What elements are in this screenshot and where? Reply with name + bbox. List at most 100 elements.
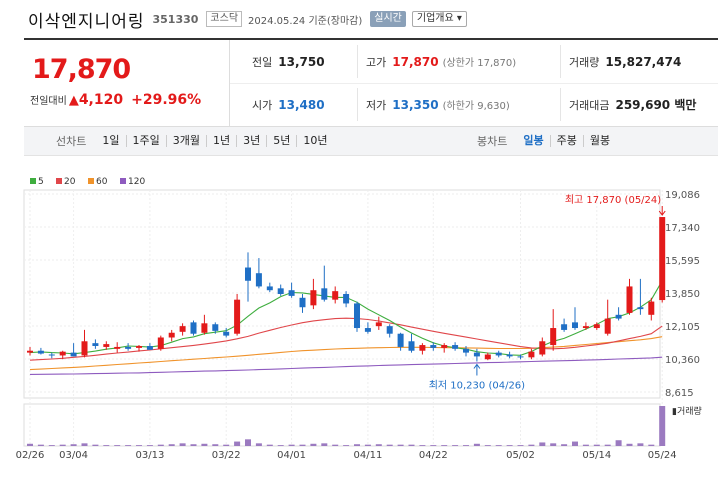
quote-row-1: 전일 13,750 고가 17,870 (상한가 17,870) 거래량 15,…	[230, 40, 718, 84]
candle-body	[168, 332, 175, 338]
quote-row-2: 시가 13,480 저가 13,350 (하한가 9,630) 거래대금 259…	[230, 83, 718, 126]
candle	[463, 346, 469, 357]
x-tick-label: 03/22	[212, 450, 241, 461]
title-row: 이삭엔지니어링 351330 코스닥 2024.05.24 기준(장마감) 실시…	[28, 6, 467, 32]
company-info-dropdown[interactable]: 기업개요 ▾	[411, 11, 467, 27]
period-1d[interactable]: 1일	[96, 135, 127, 147]
candle-body	[506, 354, 513, 357]
volume-bar	[27, 443, 33, 446]
volume-bar	[245, 439, 251, 446]
amount-stat: 거래대금 259,690 백만	[560, 88, 696, 121]
candle-chart-label: 봉차트	[477, 135, 508, 148]
period-3m[interactable]: 3개월	[167, 135, 207, 147]
prev-close-value: 13,750	[278, 54, 325, 69]
candle-body	[648, 301, 655, 315]
candle	[626, 278, 633, 315]
period-1w[interactable]: 1주일	[127, 135, 167, 147]
period-5y[interactable]: 5년	[267, 135, 298, 147]
candle	[397, 332, 404, 351]
prev-close-label: 전일	[252, 55, 273, 69]
candle-body	[441, 345, 448, 348]
legend-label: 20	[64, 177, 76, 187]
x-tick-label: 04/01	[277, 450, 306, 461]
candle	[310, 278, 317, 310]
candle	[452, 342, 459, 351]
period-3y[interactable]: 3년	[237, 135, 268, 147]
candle-body	[604, 318, 611, 334]
volume-bar	[550, 443, 557, 446]
candle	[604, 299, 611, 336]
candle-body	[114, 346, 121, 349]
volume-bar	[48, 445, 55, 446]
candle-body	[125, 346, 132, 349]
volume-bar	[375, 444, 382, 446]
candle-body	[332, 291, 339, 300]
volume-bar	[397, 444, 404, 446]
candle-daily[interactable]: 일봉	[517, 135, 551, 147]
candle-body	[386, 326, 393, 334]
volume-stat: 거래량 15,827,474	[560, 45, 681, 78]
volume-bar	[626, 443, 633, 446]
candle-body	[539, 341, 546, 355]
candle-monthly[interactable]: 월봉	[589, 134, 611, 147]
candle	[321, 265, 328, 302]
candle-body	[452, 345, 459, 349]
candle-weekly[interactable]: 주봉	[551, 135, 584, 147]
volume-bar	[539, 442, 546, 446]
market-badge: 코스닥	[206, 11, 243, 27]
volume-bar	[277, 445, 284, 446]
candle	[539, 337, 546, 357]
candle	[234, 294, 241, 336]
candle	[582, 322, 589, 330]
volume-bar	[582, 444, 589, 446]
candle	[136, 345, 142, 352]
candle-body	[615, 314, 622, 319]
candle-body	[27, 350, 33, 353]
open-label: 시가	[252, 98, 273, 112]
candle-body	[484, 354, 491, 360]
diff-label: 전일대비	[30, 96, 67, 107]
candle-body	[550, 328, 557, 346]
volume-bar	[157, 444, 164, 446]
high-label: 고가	[366, 55, 387, 69]
volume-bar	[125, 445, 132, 446]
volume-bar	[70, 444, 77, 446]
volume-bar	[364, 444, 371, 446]
candle-body	[201, 323, 208, 333]
volume-bar	[179, 443, 186, 446]
x-tick-label: 03/13	[135, 450, 164, 461]
candle-body	[659, 217, 666, 301]
candle-body	[179, 326, 186, 332]
candle-body	[495, 352, 502, 356]
candle	[441, 343, 448, 353]
candle-body	[626, 286, 633, 313]
low-label: 저가	[366, 98, 387, 112]
y-tick-label: 19,086	[665, 190, 700, 201]
upper-limit: (상한가 17,870)	[442, 58, 517, 69]
candle-body	[212, 324, 219, 331]
candle-body	[419, 345, 426, 351]
candle-body	[473, 352, 480, 357]
volume-bar	[332, 444, 339, 446]
candle-body	[343, 294, 350, 304]
volume-bar	[473, 443, 480, 446]
candle	[157, 335, 164, 351]
candle	[430, 342, 437, 351]
candle-body	[593, 324, 600, 329]
volume-bar	[648, 444, 655, 446]
candle	[332, 286, 339, 304]
volume-bar	[321, 443, 328, 446]
candle-body	[582, 326, 589, 329]
candle	[190, 320, 197, 336]
candle-body	[266, 286, 273, 291]
volume-bar	[441, 445, 448, 446]
period-10y[interactable]: 10년	[303, 134, 328, 147]
ma120-line	[29, 356, 663, 375]
x-tick-label: 03/04	[59, 450, 88, 461]
candle-chart-periods: 봉차트 일봉 주봉 월봉	[477, 127, 616, 155]
lower-limit: (하한가 9,630)	[442, 101, 510, 112]
realtime-button[interactable]: 실시간	[370, 11, 406, 27]
candle	[473, 348, 480, 362]
period-1y[interactable]: 1년	[207, 135, 238, 147]
candle-body	[245, 267, 251, 281]
